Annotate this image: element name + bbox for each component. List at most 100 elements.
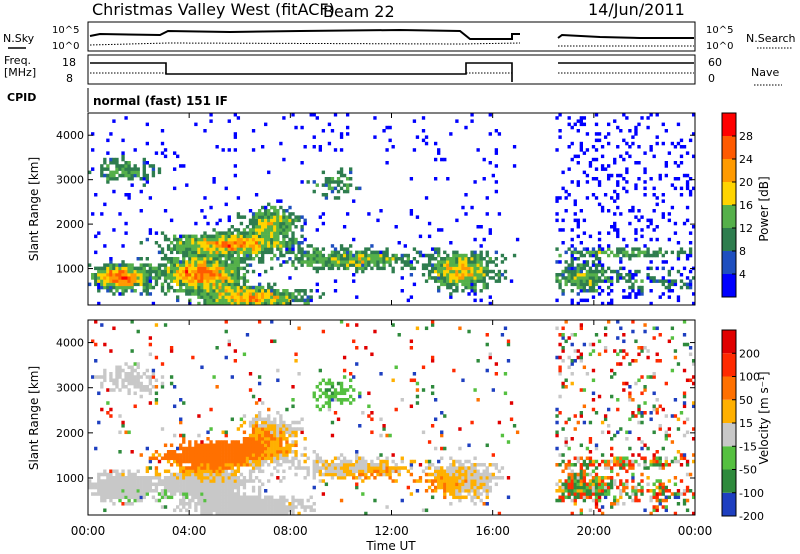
velocity-cell — [251, 459, 256, 464]
power-cell — [336, 266, 341, 271]
power-cell — [449, 273, 453, 277]
power-cell — [182, 269, 186, 274]
velocity-cell — [136, 329, 140, 334]
velocity-cell — [264, 450, 268, 454]
velocity-cell — [221, 485, 225, 490]
power-cell — [391, 253, 395, 258]
power-cell — [455, 276, 459, 280]
velocity-cell — [582, 459, 587, 464]
power-cell — [154, 276, 159, 280]
velocity-cell — [564, 463, 568, 467]
velocity-cell — [91, 339, 95, 344]
velocity-cell — [212, 495, 216, 500]
velocity-cell — [315, 466, 319, 470]
power-cell — [403, 253, 407, 258]
power-cell — [224, 250, 228, 255]
velocity-cell — [661, 463, 665, 467]
power-cell — [215, 295, 219, 299]
power-cell — [473, 257, 477, 261]
velocity-cell — [318, 472, 322, 477]
power-cell — [352, 263, 356, 267]
power-cell — [303, 292, 307, 296]
velocity-cell — [218, 505, 222, 509]
power-cell — [603, 279, 608, 283]
velocity-cell — [321, 329, 326, 334]
power-cell — [279, 244, 283, 248]
power-cell — [230, 276, 234, 280]
power-cell — [261, 285, 265, 290]
velocity-cell — [197, 495, 201, 500]
power-cell — [236, 301, 241, 306]
velocity-cell — [212, 463, 216, 467]
power-cell — [606, 301, 611, 306]
velocity-cell — [218, 472, 222, 477]
power-cell — [670, 250, 675, 255]
power-cell — [339, 170, 344, 175]
power-cell — [267, 285, 271, 290]
velocity-cell — [655, 352, 659, 357]
velocity-cell — [139, 394, 143, 399]
power-cell — [655, 196, 659, 200]
power-cell — [264, 269, 268, 274]
power-cell — [106, 282, 110, 287]
velocity-cell — [291, 404, 295, 409]
velocity-cell — [203, 453, 207, 457]
power-cell — [394, 253, 398, 258]
power-cell — [585, 289, 590, 293]
velocity-cell — [491, 453, 495, 457]
velocity-cell — [212, 375, 216, 379]
velocity-cell — [139, 482, 143, 487]
power-cell — [443, 269, 447, 274]
power-cell — [467, 279, 471, 283]
power-cell — [191, 244, 195, 248]
power-cell — [166, 266, 171, 271]
velocity-cell — [194, 453, 198, 457]
velocity-cell — [121, 502, 125, 506]
power-cell — [267, 292, 271, 296]
velocity-cell — [121, 368, 125, 373]
velocity-cell — [485, 472, 489, 477]
velocity-cell — [139, 485, 143, 490]
power-cell — [561, 228, 565, 232]
velocity-cell — [682, 498, 687, 503]
velocity-cell — [236, 459, 241, 464]
power-cell — [616, 145, 620, 149]
velocity-cell — [100, 472, 104, 477]
velocity-cell — [97, 476, 101, 480]
power-cell — [133, 282, 137, 287]
power-cell — [634, 279, 638, 283]
velocity-cell — [485, 489, 489, 493]
power-cell — [367, 257, 371, 261]
power-cell — [270, 292, 274, 296]
power-cell — [185, 250, 189, 255]
power-cell — [136, 257, 140, 261]
velocity-cell — [673, 459, 678, 464]
velocity-cell — [182, 472, 186, 477]
power-cell — [591, 247, 596, 251]
velocity-cell — [148, 476, 153, 480]
velocity-cell — [479, 482, 483, 487]
power-cell — [145, 177, 149, 181]
velocity-cell — [248, 443, 253, 448]
power-cell — [479, 269, 483, 274]
velocity-cell — [200, 456, 204, 461]
velocity-cell — [203, 485, 207, 490]
velocity-cell — [118, 472, 122, 477]
power-cell — [361, 250, 365, 255]
power-cell — [239, 250, 244, 255]
power-cell — [345, 113, 350, 117]
velocity-cell — [251, 450, 256, 454]
velocity-cell — [443, 479, 447, 483]
power-cell — [267, 295, 271, 299]
velocity-cell — [206, 450, 210, 454]
power-cell — [691, 113, 696, 117]
power-cell — [449, 257, 453, 261]
power-cell — [133, 170, 137, 175]
power-cell — [176, 154, 180, 159]
power-cell — [376, 260, 380, 264]
power-cell — [579, 263, 583, 267]
velocity-cell — [285, 508, 289, 513]
velocity-cell — [470, 482, 474, 487]
power-cell — [327, 141, 332, 146]
power-cell — [209, 113, 213, 117]
